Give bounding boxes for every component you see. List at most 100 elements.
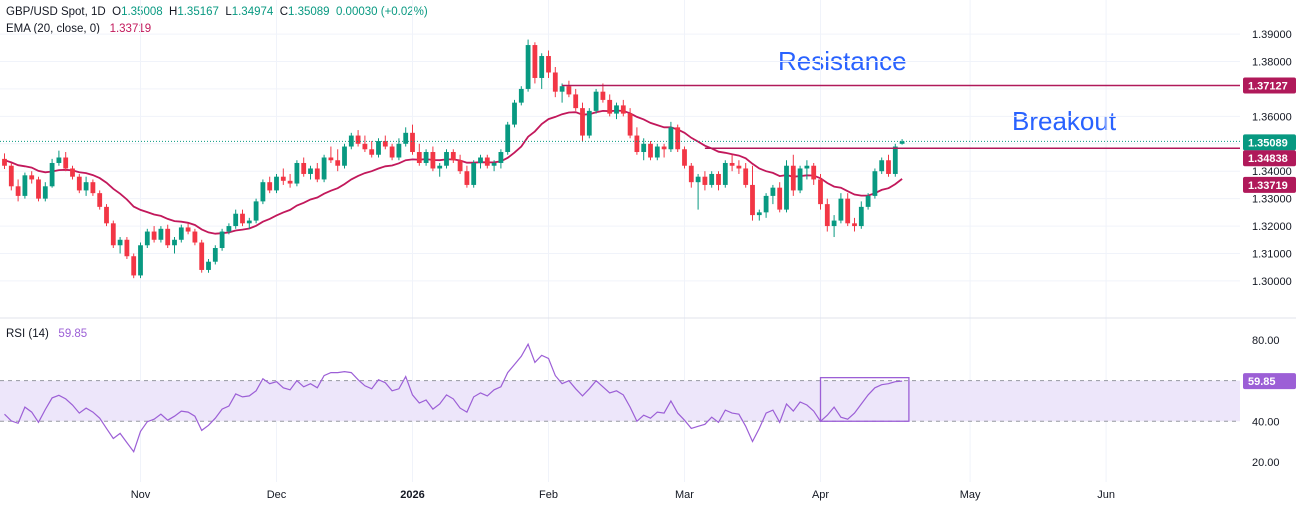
candle-body <box>695 176 701 183</box>
candle-body <box>899 141 905 144</box>
rsi-tick-label: 20.00 <box>1252 457 1280 469</box>
candle <box>355 130 361 147</box>
candle <box>518 86 524 106</box>
candle-body <box>478 157 483 163</box>
candle <box>2 153 7 170</box>
candle <box>831 215 837 238</box>
candle-body <box>518 88 524 103</box>
candle-body <box>328 157 334 161</box>
candle-body <box>688 165 694 183</box>
candle <box>811 162 817 185</box>
candle <box>63 152 69 172</box>
candle-body <box>362 143 368 150</box>
candle-body <box>729 162 735 166</box>
time-tick-label: Apr <box>812 489 829 501</box>
candle-body <box>845 198 851 224</box>
candle-body <box>144 231 150 246</box>
candle <box>607 94 613 117</box>
time-tick-label: Jun <box>1097 489 1115 501</box>
candle <box>688 162 694 188</box>
candle <box>274 173 279 194</box>
candle-body <box>253 201 259 221</box>
candle <box>573 88 579 111</box>
candle-body <box>63 157 69 169</box>
candle-body <box>151 231 157 240</box>
candle-body <box>654 146 660 158</box>
candle <box>736 160 742 174</box>
candle-body <box>15 186 21 196</box>
candle <box>437 162 443 177</box>
rsi-legend-value: 59.85 <box>58 328 88 340</box>
candle-body <box>627 113 633 136</box>
candle-body <box>702 176 708 185</box>
candle <box>797 165 803 194</box>
candle <box>158 226 164 243</box>
candle-body <box>83 182 89 191</box>
candle <box>70 165 75 180</box>
candle <box>566 80 572 98</box>
candle <box>852 217 857 232</box>
candle-body <box>240 213 245 224</box>
candle <box>858 201 864 229</box>
time-tick-label: May <box>960 489 981 501</box>
candle <box>192 228 198 246</box>
candle-body <box>675 127 681 150</box>
candle <box>416 143 422 166</box>
candle <box>328 146 334 163</box>
open-value: 1.35008 <box>121 6 163 18</box>
candle-body <box>525 45 531 89</box>
candle <box>212 245 218 265</box>
candle <box>97 190 103 210</box>
candle <box>260 179 266 205</box>
candle <box>777 182 783 213</box>
price-tick-label: 1.39000 <box>1252 29 1292 41</box>
candle <box>498 149 504 169</box>
candle <box>716 171 721 191</box>
candle <box>172 237 177 254</box>
symbol-label: GBP/USD Spot, 1D <box>6 6 106 18</box>
candle <box>42 182 48 202</box>
candle-body <box>423 152 429 163</box>
candle-body <box>566 86 572 95</box>
candle <box>280 168 286 185</box>
candle <box>845 193 851 227</box>
candle-body <box>736 165 742 169</box>
price-tick-label: 1.32000 <box>1252 221 1292 233</box>
close-label: C <box>279 6 288 18</box>
resistance-annotation: Resistance <box>778 46 907 76</box>
breakout-badge-text: 1.34838 <box>1248 153 1288 165</box>
ema-badge: 1.33719 <box>1243 176 1296 193</box>
candle-body <box>267 182 273 191</box>
candle <box>294 160 300 187</box>
rsi-panel <box>0 342 1240 453</box>
candle-body <box>573 94 579 109</box>
candle-body <box>559 86 565 92</box>
candle-body <box>593 91 599 111</box>
candle <box>743 162 749 188</box>
ema-label: EMA (20, close, 0) <box>6 23 100 35</box>
candle-body <box>750 184 755 216</box>
candle-body <box>824 204 830 227</box>
candle <box>593 88 599 114</box>
price-tick-label: 1.34000 <box>1252 166 1292 178</box>
candle-body <box>716 173 721 185</box>
candle <box>478 154 483 169</box>
candle <box>512 99 517 128</box>
candle <box>750 165 755 221</box>
candle-body <box>22 175 28 196</box>
price-tick-label: 1.33000 <box>1252 194 1292 206</box>
candle <box>865 193 871 210</box>
candle <box>872 168 878 199</box>
candle-body <box>172 239 177 246</box>
candle-body <box>287 180 293 184</box>
candle-body <box>335 160 341 166</box>
time-tick-label: Nov <box>131 489 151 501</box>
candle-body <box>634 135 640 153</box>
candle <box>586 108 592 139</box>
candle <box>552 66 558 98</box>
candle-body <box>682 149 687 166</box>
candle <box>206 258 211 273</box>
candle-body <box>29 175 35 180</box>
candle-body <box>376 141 381 155</box>
